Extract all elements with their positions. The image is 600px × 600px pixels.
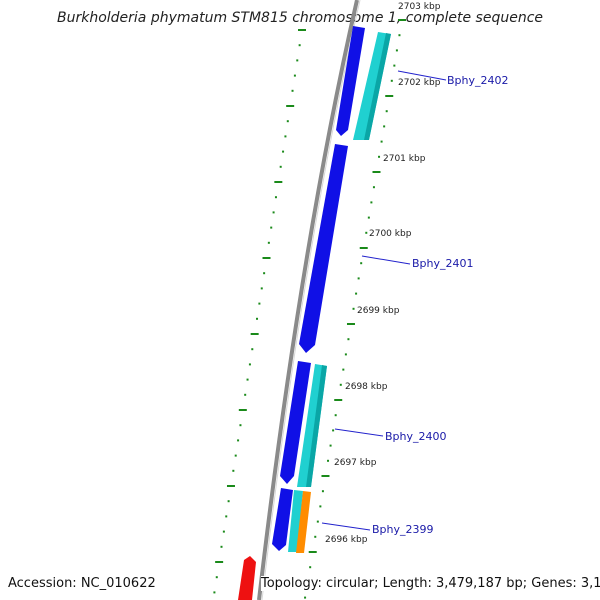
kbp-label: 2699 kbp xyxy=(357,306,400,316)
callout-line xyxy=(361,255,411,265)
gene-label-bphy-2400[interactable]: Bphy_2400 xyxy=(385,430,447,443)
outer-tick-ring xyxy=(213,29,306,594)
cds-bphy-2402-cyan-shade xyxy=(364,33,391,140)
cds-bphy-2400[interactable] xyxy=(280,361,311,484)
callout-line xyxy=(397,70,447,81)
map-title: Burkholderia phymatum STM815 chromosome … xyxy=(56,10,543,26)
inner-tick-ring xyxy=(304,19,406,599)
kbp-label: 2698 kbp xyxy=(345,382,388,392)
summary-text: Topology: circular; Length: 3,479,187 bp… xyxy=(261,576,600,591)
callout-line xyxy=(321,522,371,531)
cds-red[interactable] xyxy=(238,556,256,600)
kbp-label: 2702 kbp xyxy=(398,78,441,88)
gene-label-bphy-2401[interactable]: Bphy_2401 xyxy=(412,257,474,270)
gene-label-bphy-2399[interactable]: Bphy_2399 xyxy=(372,523,434,536)
cds-bphy-2402[interactable] xyxy=(336,26,365,136)
kbp-label: 2697 kbp xyxy=(334,458,377,468)
kbp-label: 2703 kbp xyxy=(398,2,441,12)
cds-bphy-2399-cyan[interactable] xyxy=(288,490,303,552)
kbp-label: 2700 kbp xyxy=(369,229,412,239)
chromosome-backbone xyxy=(257,0,359,600)
kbp-label: 2701 kbp xyxy=(383,154,426,164)
kbp-label: 2696 kbp xyxy=(325,535,368,545)
cds-bphy-2400-cyan-shade xyxy=(306,365,327,487)
cds-bphy-2399-orange[interactable] xyxy=(296,491,311,553)
callout-line xyxy=(334,428,384,437)
cds-bphy-2399[interactable] xyxy=(272,488,293,551)
gene-label-bphy-2402[interactable]: Bphy_2402 xyxy=(447,74,509,87)
cds-bphy-2401[interactable] xyxy=(299,144,348,353)
chromosome-backbone-highlight xyxy=(261,0,361,600)
accession-text: Accession: NC_010622 xyxy=(8,576,156,591)
